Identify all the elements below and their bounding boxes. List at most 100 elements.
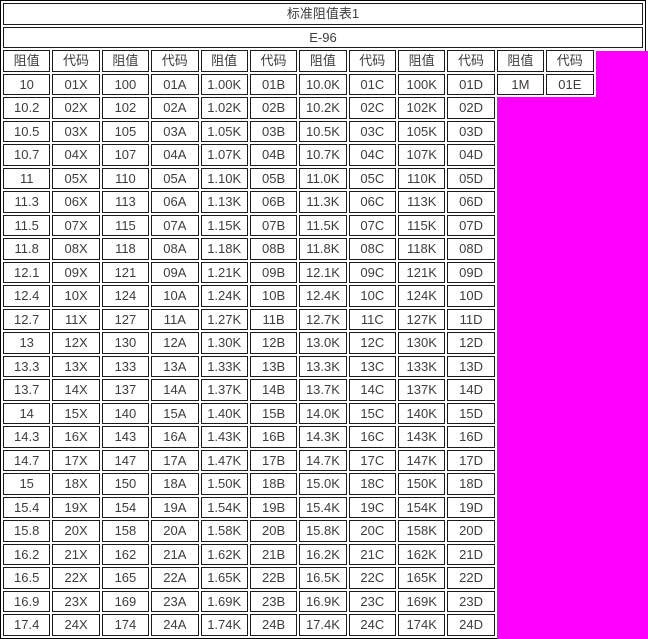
cell: 22D bbox=[447, 567, 495, 589]
cell: 1.62K bbox=[200, 543, 248, 565]
table-row: 15 18X 150 18A 1.50K 18B 15.0K 18C 150K 18D bbox=[3, 473, 643, 495]
cell: 06D bbox=[447, 191, 495, 213]
cell: 05B bbox=[249, 167, 298, 189]
cell: 09X bbox=[52, 261, 100, 283]
table-row: 15.4 19X 154 19A 1.54K 19B 15.4K 19C 154K 19D bbox=[3, 496, 643, 518]
cell: 21A bbox=[151, 543, 199, 565]
cell: 23B bbox=[249, 590, 298, 612]
table-row: 11.5 07X 115 07A 1.15K 07B 11.5K 07C 115K 07D bbox=[3, 214, 643, 236]
cell: 24C bbox=[348, 614, 396, 636]
cell: 147K bbox=[398, 449, 446, 471]
cell: 23A bbox=[151, 590, 199, 612]
cell: 08A bbox=[151, 238, 199, 260]
cell: 04X bbox=[52, 144, 100, 166]
cell: 12.4 bbox=[3, 285, 51, 307]
cell: 15B bbox=[249, 402, 298, 424]
cell: 105K bbox=[398, 120, 446, 142]
cell: 162 bbox=[101, 543, 150, 565]
cell: 16.5K bbox=[299, 567, 347, 589]
cell: 01A bbox=[151, 73, 199, 95]
table-row: 11 05X 110 05A 1.10K 05B 11.0K 05C 110K 05D bbox=[3, 167, 643, 189]
cell: 05A bbox=[151, 167, 199, 189]
header-cell: 阻值 bbox=[496, 50, 545, 72]
header-cell: 阻值 bbox=[299, 50, 347, 72]
cell: 127 bbox=[101, 308, 150, 330]
cell: 01X bbox=[52, 73, 100, 95]
table-row: 13.3 13X 133 13A 1.33K 13B 13.3K 13C 133K 13D bbox=[3, 355, 643, 377]
cell: 21C bbox=[348, 543, 396, 565]
cell: 130 bbox=[101, 332, 150, 354]
cell: 17C bbox=[348, 449, 396, 471]
cell: 12A bbox=[151, 332, 199, 354]
cell: 10A bbox=[151, 285, 199, 307]
cell: 1.33K bbox=[200, 355, 248, 377]
cell: 23C bbox=[348, 590, 396, 612]
cell: 01B bbox=[249, 73, 298, 95]
cell: 110 bbox=[101, 167, 150, 189]
cell: 11.8K bbox=[299, 238, 347, 260]
cell: 115 bbox=[101, 214, 150, 236]
cell: 143K bbox=[398, 426, 446, 448]
cell: 22B bbox=[249, 567, 298, 589]
cell: 16.5 bbox=[3, 567, 51, 589]
cell: 1.54K bbox=[200, 496, 248, 518]
cell: 107 bbox=[101, 144, 150, 166]
cell: 06C bbox=[348, 191, 396, 213]
cell: 14D bbox=[447, 379, 495, 401]
cell: 11.0K bbox=[299, 167, 347, 189]
cell: 15C bbox=[348, 402, 396, 424]
cell: 13.7K bbox=[299, 379, 347, 401]
cell: 14.3K bbox=[299, 426, 347, 448]
table-title: 标准阻值表1 bbox=[3, 3, 643, 25]
cell: 1.18K bbox=[200, 238, 248, 260]
cell: 13.7 bbox=[3, 379, 51, 401]
cell: 165K bbox=[398, 567, 446, 589]
cell: 105 bbox=[101, 120, 150, 142]
cell: 19C bbox=[348, 496, 396, 518]
cell: 15.8 bbox=[3, 520, 51, 542]
cell: 11B bbox=[249, 308, 298, 330]
cell: 01C bbox=[348, 73, 396, 95]
cell: 15.4K bbox=[299, 496, 347, 518]
cell: 1.21K bbox=[200, 261, 248, 283]
cell: 1.40K bbox=[200, 402, 248, 424]
cell: 102K bbox=[398, 97, 446, 119]
cell: 1.27K bbox=[200, 308, 248, 330]
cell: 100 bbox=[101, 73, 150, 95]
cell: 137 bbox=[101, 379, 150, 401]
header-cell: 阻值 bbox=[101, 50, 150, 72]
header-cell: 阻值 bbox=[3, 50, 51, 72]
cell: 16X bbox=[52, 426, 100, 448]
cell: 14X bbox=[52, 379, 100, 401]
cell: 1.74K bbox=[200, 614, 248, 636]
cell: 1.30K bbox=[200, 332, 248, 354]
header-cell: 阻值 bbox=[200, 50, 248, 72]
cell: 03B bbox=[249, 120, 298, 142]
table-row: 12.1 09X 121 09A 1.21K 09B 12.1K 09C 121K 09D bbox=[3, 261, 643, 283]
cell: 08B bbox=[249, 238, 298, 260]
cell: 13.0K bbox=[299, 332, 347, 354]
cell: 24D bbox=[447, 614, 495, 636]
cell: 01E bbox=[546, 73, 594, 95]
cell: 17A bbox=[151, 449, 199, 471]
cell: 12.7 bbox=[3, 308, 51, 330]
cell: 18D bbox=[447, 473, 495, 495]
cell: 18C bbox=[348, 473, 396, 495]
table-row: 12.7 11X 127 11A 1.27K 11B 12.7K 11C 127K 11D bbox=[3, 308, 643, 330]
cell: 19D bbox=[447, 496, 495, 518]
cell: 158 bbox=[101, 520, 150, 542]
cell: 15D bbox=[447, 402, 495, 424]
cell: 12.4K bbox=[299, 285, 347, 307]
cell: 11A bbox=[151, 308, 199, 330]
cell: 150K bbox=[398, 473, 446, 495]
cell: 14.7 bbox=[3, 449, 51, 471]
cell: 20D bbox=[447, 520, 495, 542]
cell: 07B bbox=[249, 214, 298, 236]
cell: 17D bbox=[447, 449, 495, 471]
cell: 14A bbox=[151, 379, 199, 401]
cell: 100K bbox=[398, 73, 446, 95]
cell: 12C bbox=[348, 332, 396, 354]
cell: 08X bbox=[52, 238, 100, 260]
cell: 140K bbox=[398, 402, 446, 424]
header-cell: 代码 bbox=[151, 50, 199, 72]
